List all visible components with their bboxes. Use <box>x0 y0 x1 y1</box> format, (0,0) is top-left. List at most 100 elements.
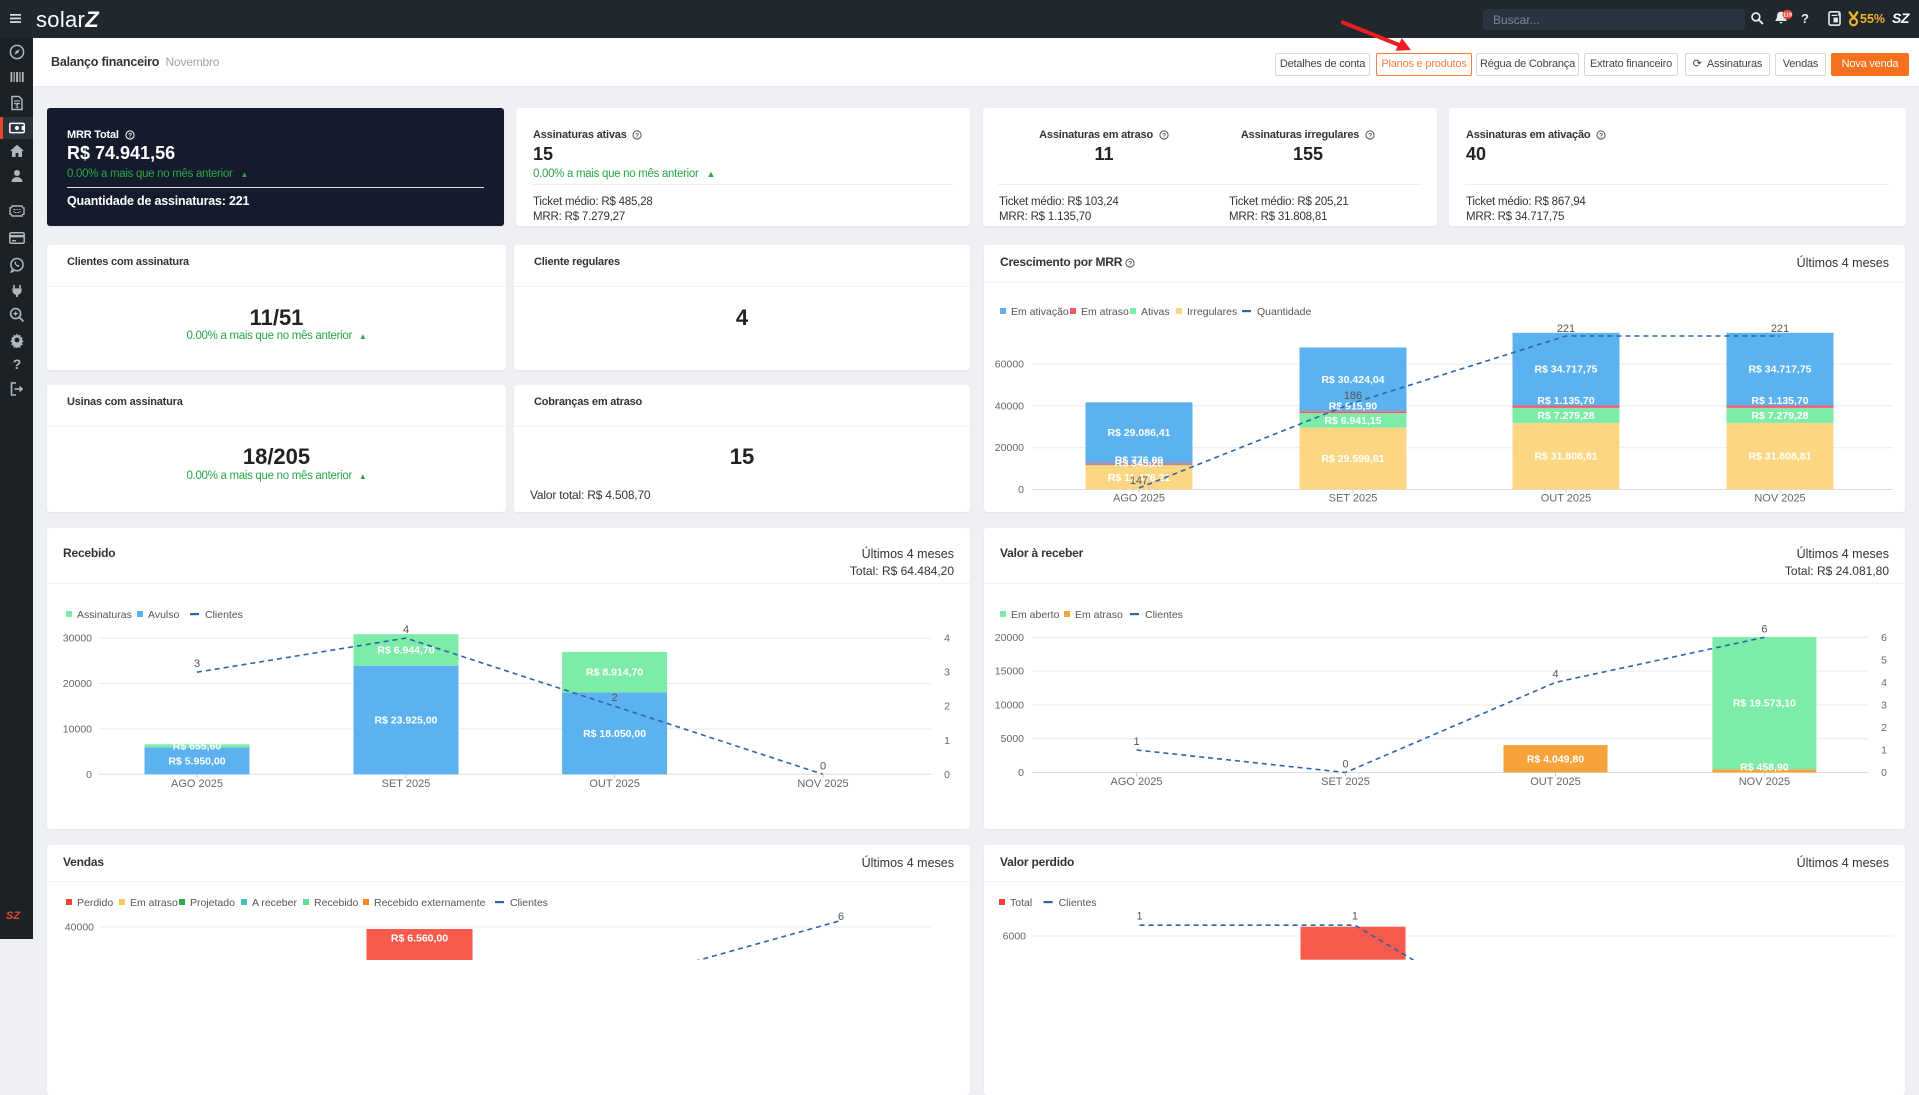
svg-text:60000: 60000 <box>995 359 1024 371</box>
svg-text:R$ 23.925,00: R$ 23.925,00 <box>374 714 437 726</box>
svg-text:NOV 2025: NOV 2025 <box>1754 493 1805 505</box>
svg-text:4: 4 <box>944 633 950 645</box>
svg-text:3: 3 <box>1881 699 1887 711</box>
svg-text:119: 119 <box>1783 13 1792 19</box>
svg-text:10000: 10000 <box>995 699 1024 711</box>
svg-text:SET 2025: SET 2025 <box>1321 776 1370 788</box>
svg-text:0: 0 <box>820 760 826 772</box>
svg-text:SET 2025: SET 2025 <box>382 778 431 790</box>
svg-text:R$ 18.050,00: R$ 18.050,00 <box>583 728 646 740</box>
svg-text:1: 1 <box>1352 911 1358 923</box>
svg-text:2: 2 <box>612 692 618 704</box>
svg-text:?: ? <box>1162 132 1166 139</box>
svg-text:Total: Total <box>1010 897 1032 909</box>
svg-text:6: 6 <box>1881 632 1887 644</box>
svg-text:NOV 2025: NOV 2025 <box>1739 776 1790 788</box>
svg-text:0: 0 <box>1881 767 1887 779</box>
svg-text:Clientes: Clientes <box>510 897 548 909</box>
svg-text:30000: 30000 <box>63 633 92 645</box>
svg-text:40000: 40000 <box>995 400 1024 412</box>
svg-text:$: $ <box>15 104 18 110</box>
svg-text:10000: 10000 <box>63 723 92 735</box>
svg-text:R$ 8.914,70: R$ 8.914,70 <box>586 667 643 679</box>
svg-text:6000: 6000 <box>1003 931 1027 943</box>
svg-text:0: 0 <box>944 769 950 781</box>
svg-text:0: 0 <box>1018 484 1024 496</box>
svg-text:Irregulares: Irregulares <box>1187 306 1237 318</box>
svg-text:Em atraso: Em atraso <box>1081 306 1129 318</box>
svg-text:R$ 7.279,28: R$ 7.279,28 <box>1537 410 1594 422</box>
svg-text:3: 3 <box>194 658 200 670</box>
svg-text:R$ 7.279,28: R$ 7.279,28 <box>1751 410 1808 422</box>
svg-text:R$ 34.717,75: R$ 34.717,75 <box>1534 364 1597 376</box>
svg-text:186: 186 <box>1344 390 1362 402</box>
svg-text:0: 0 <box>1342 759 1348 771</box>
svg-text:Quantidade: Quantidade <box>1257 306 1311 318</box>
svg-text:147: 147 <box>1130 475 1148 487</box>
svg-text:Em ativação: Em ativação <box>1011 306 1069 318</box>
svg-text:SET 2025: SET 2025 <box>1329 493 1378 505</box>
svg-text:Perdido: Perdido <box>77 897 113 909</box>
svg-text:15000: 15000 <box>995 666 1024 678</box>
svg-text:R$ 4.049,80: R$ 4.049,80 <box>1527 753 1584 765</box>
svg-text:?: ? <box>128 132 132 139</box>
svg-text:1: 1 <box>1881 744 1887 756</box>
svg-text:?: ? <box>13 356 22 372</box>
svg-text:40000: 40000 <box>65 921 94 933</box>
svg-text:R$ 19.573,10: R$ 19.573,10 <box>1733 698 1796 710</box>
svg-text:R$ 31.808,81: R$ 31.808,81 <box>1748 451 1811 463</box>
svg-text:4: 4 <box>1552 668 1558 680</box>
svg-text:R$ 915,90: R$ 915,90 <box>1329 401 1378 413</box>
svg-text:2: 2 <box>1881 722 1887 734</box>
svg-text:?: ? <box>1128 260 1132 267</box>
svg-text:20000: 20000 <box>63 678 92 690</box>
svg-text:R$ 11.476,21: R$ 11.476,21 <box>1108 472 1171 484</box>
svg-text:R$ 1.135,70: R$ 1.135,70 <box>1751 395 1808 407</box>
svg-text:Recebido externamente: Recebido externamente <box>374 897 486 909</box>
svg-text:R$ 34.717,75: R$ 34.717,75 <box>1748 364 1811 376</box>
svg-text:Em aberto: Em aberto <box>1011 609 1060 621</box>
svg-text:1: 1 <box>1133 736 1139 748</box>
svg-text:R$ 655,60: R$ 655,60 <box>173 740 222 752</box>
svg-text:20000: 20000 <box>995 442 1024 454</box>
svg-text:Clientes: Clientes <box>205 609 243 621</box>
svg-text:Projetado: Projetado <box>190 897 235 909</box>
svg-text:R$ 29.086,41: R$ 29.086,41 <box>1107 427 1170 439</box>
svg-text:5000: 5000 <box>1001 733 1025 745</box>
svg-text:6: 6 <box>838 911 844 923</box>
svg-text:Em atraso: Em atraso <box>1075 609 1123 621</box>
svg-text:OUT 2025: OUT 2025 <box>1541 493 1592 505</box>
svg-text:1: 1 <box>944 735 950 747</box>
svg-text:Clientes: Clientes <box>1145 609 1183 621</box>
svg-text:R$ 776,00: R$ 776,00 <box>1115 454 1164 466</box>
svg-text:R$ 30.424,04: R$ 30.424,04 <box>1321 374 1384 386</box>
svg-text:6: 6 <box>1761 623 1767 635</box>
svg-text:Assinaturas: Assinaturas <box>77 609 132 621</box>
svg-text:0: 0 <box>86 769 92 781</box>
svg-text:221: 221 <box>1771 323 1789 335</box>
svg-text:4: 4 <box>403 624 409 636</box>
svg-text:5: 5 <box>1881 654 1887 666</box>
svg-text:Clientes: Clientes <box>1059 897 1097 909</box>
svg-text:221: 221 <box>1557 323 1575 335</box>
svg-text:R$ 6.944,70: R$ 6.944,70 <box>377 644 434 656</box>
svg-text:R$ 5.950,00: R$ 5.950,00 <box>168 755 225 767</box>
svg-text:2: 2 <box>944 701 950 713</box>
svg-text:AGO 2025: AGO 2025 <box>1113 493 1165 505</box>
svg-text:Ativas: Ativas <box>1141 306 1170 318</box>
svg-text:4: 4 <box>1881 677 1887 689</box>
svg-text:1: 1 <box>1137 911 1143 923</box>
svg-text:AGO 2025: AGO 2025 <box>1111 776 1163 788</box>
svg-text:R$ 345,20: R$ 345,20 <box>1115 457 1164 469</box>
svg-text:Recebido: Recebido <box>314 897 359 909</box>
svg-text:AGO 2025: AGO 2025 <box>171 778 223 790</box>
svg-text:Avulso: Avulso <box>148 609 179 621</box>
svg-text:R$ 29.599,81: R$ 29.599,81 <box>1321 453 1384 465</box>
svg-text:R$ 31.808,81: R$ 31.808,81 <box>1534 451 1597 463</box>
svg-text:0: 0 <box>1018 767 1024 779</box>
svg-text:A receber: A receber <box>252 897 297 909</box>
svg-text:R$ 1.135,70: R$ 1.135,70 <box>1537 395 1594 407</box>
svg-text:OUT 2025: OUT 2025 <box>589 778 640 790</box>
svg-text:R$ 6.941,15: R$ 6.941,15 <box>1324 415 1381 427</box>
svg-text:?: ? <box>636 132 640 139</box>
